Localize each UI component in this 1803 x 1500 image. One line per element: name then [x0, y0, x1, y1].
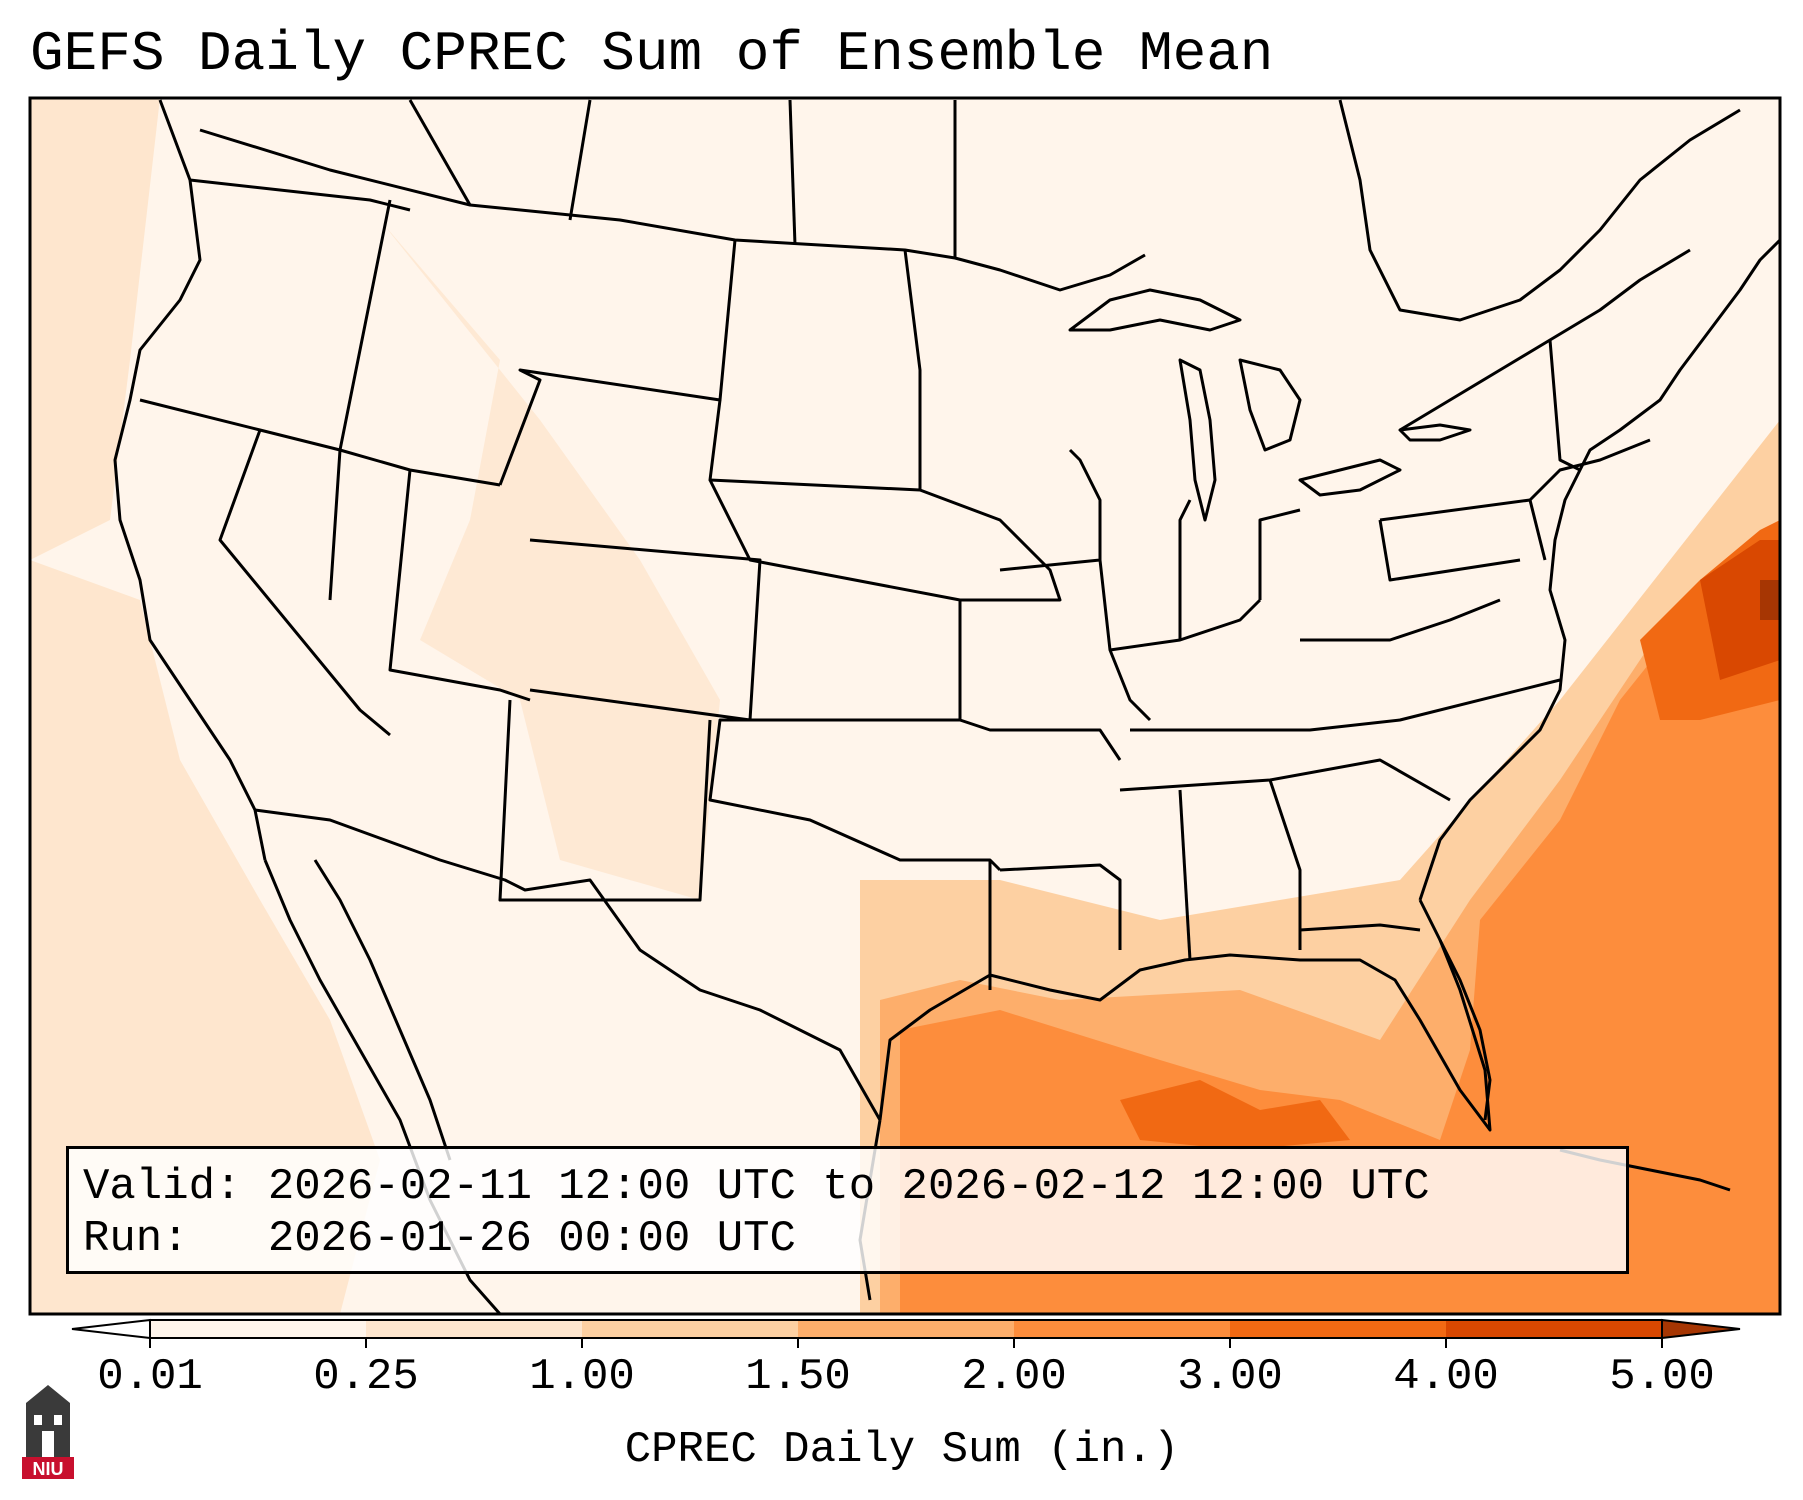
- colorbar-segment: [366, 1320, 582, 1338]
- colorbar-segment: [582, 1320, 798, 1338]
- colorbar-segment: [1230, 1320, 1446, 1338]
- colorbar-tick-label: 0.01: [97, 1352, 203, 1402]
- atlantic-coast: [1418, 238, 1780, 901]
- precip-field-west-coast: [30, 98, 160, 560]
- colorbar-extend-max: [1661, 1318, 1741, 1340]
- precip-field-gulf-high: [900, 530, 1780, 1314]
- state-borders: [139, 178, 1651, 990]
- colorbar-outline: [149, 1319, 1663, 1339]
- valid-value: 2026-02-11 12:00 UTC to 2026-02-12 12:00…: [267, 1162, 1430, 1212]
- colorbar-tick-label: 2.00: [961, 1352, 1067, 1402]
- hudson-bay-edge: [1338, 99, 1741, 322]
- map-frame: [28, 96, 1782, 1316]
- precip-field-peak: [1760, 580, 1780, 620]
- lake-erie: [1298, 458, 1402, 497]
- precip-field-pacific: [30, 560, 380, 1314]
- colorbar-segment: [1446, 1320, 1662, 1338]
- colorbar-segment: [150, 1320, 366, 1338]
- colorbar-tick-label: 3.00: [1177, 1352, 1283, 1402]
- colorbar-segment: [798, 1320, 1014, 1338]
- run-line: Run: 2026-01-26 00:00 UTC: [83, 1213, 796, 1265]
- run-label: Run:: [83, 1214, 189, 1264]
- colorbar-extend-min: [71, 1318, 151, 1340]
- colorbar-label: CPREC Daily Sum (in.): [624, 1425, 1180, 1475]
- valid-label: Valid:: [83, 1162, 242, 1212]
- florida-peninsula: [1438, 939, 1492, 1121]
- canada-province-borders: [408, 99, 957, 258]
- info-box: Valid: 2026-02-11 12:00 UTC to 2026-02-1…: [66, 1146, 1629, 1274]
- colorbar-segment: [1014, 1320, 1230, 1338]
- run-value: 2026-01-26 00:00 UTC: [267, 1214, 796, 1264]
- lake-superior: [1068, 288, 1242, 332]
- us-mexico-border: [254, 808, 882, 1121]
- colorbar-tick-label: 4.00: [1393, 1352, 1499, 1402]
- precip-field-gulf-higher: [1120, 1080, 1350, 1150]
- colorbar-tick-label: 1.50: [745, 1352, 851, 1402]
- precip-field-mountain: [380, 220, 720, 900]
- precip-field-atlantic-max: [1700, 540, 1780, 680]
- colorbar-tick-label: 0.25: [313, 1352, 419, 1402]
- logo-text: NIU: [33, 1459, 64, 1479]
- map-title: GEFS Daily CPREC Sum of Ensemble Mean: [30, 22, 1274, 86]
- colorbar-tick-label: 1.00: [529, 1352, 635, 1402]
- valid-line: Valid: 2026-02-11 12:00 UTC to 2026-02-1…: [83, 1161, 1430, 1213]
- niu-logo: NIU: [22, 1385, 74, 1479]
- lake-huron: [1238, 358, 1302, 452]
- colorbar-tick-label: 5.00: [1609, 1352, 1715, 1402]
- baja-peninsula: [313, 859, 452, 1161]
- lake-ontario: [1398, 423, 1472, 442]
- us-west-coast: [113, 99, 267, 861]
- lake-michigan: [1178, 358, 1217, 522]
